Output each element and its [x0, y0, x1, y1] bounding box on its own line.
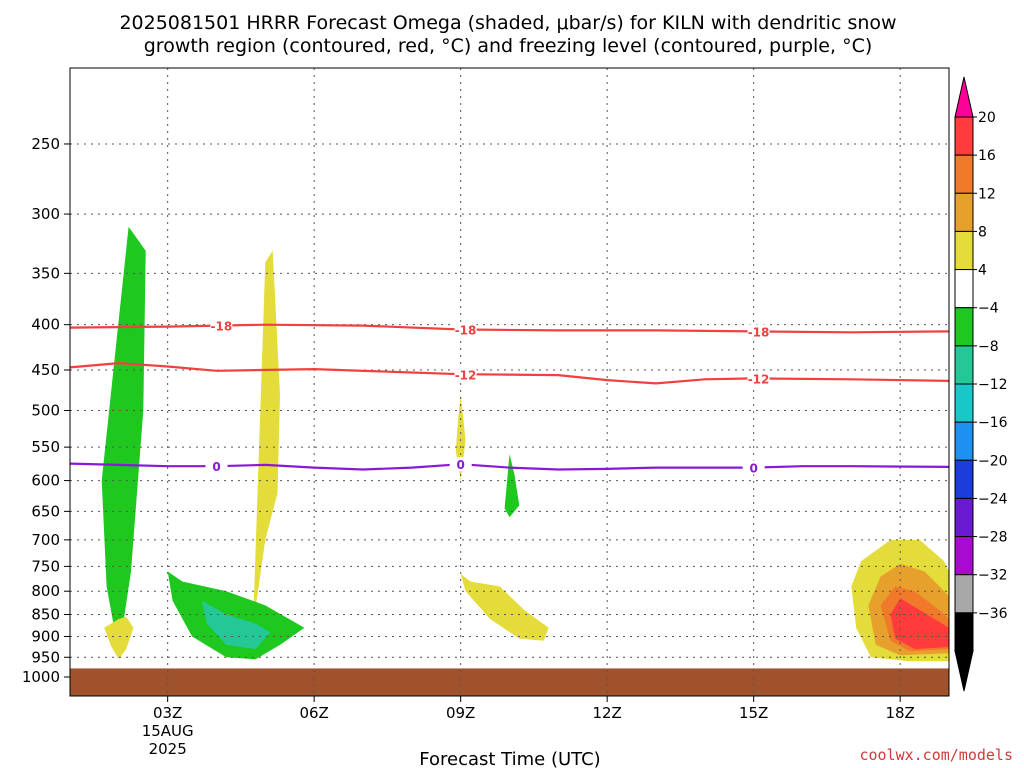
y-tick-label-900: 900 — [31, 627, 60, 645]
colorbar-label-8: −16 — [978, 415, 1008, 431]
x-tick-label-18Z: 18Z — [885, 704, 914, 722]
colorbar-label-12: −32 — [978, 568, 1008, 584]
colorbar-box-11 — [954, 536, 974, 576]
colorbar-label-7: −12 — [978, 377, 1008, 393]
y-tick-label-350: 350 — [31, 264, 60, 282]
contour-label-bg-0-1 — [449, 457, 472, 472]
colorbar-label-10: −24 — [978, 491, 1008, 507]
contour-label-0-2: 0 — [749, 462, 757, 476]
contour-label--18-0: -18 — [211, 320, 233, 334]
temperature-contours: -18 -18 -18 -12 -12 0 0 0 — [69, 318, 950, 476]
contour-label--18-1: -18 — [455, 324, 477, 338]
y-tick-label-750: 750 — [31, 557, 60, 575]
x-tick-sublabel-0: 15AUG — [142, 722, 194, 740]
omega-region-4 — [504, 454, 520, 518]
y-tick-label-850: 850 — [31, 606, 60, 624]
colorbar-label-6: −8 — [978, 339, 999, 355]
colorbar-arrow-top — [954, 76, 974, 118]
contour-label--18-2: -18 — [748, 325, 770, 339]
colorbar-label-0: 20 — [978, 110, 996, 126]
x-tick-sublabel-1: 2025 — [149, 740, 187, 758]
contour-label-bg--18-0 — [210, 318, 233, 333]
contour-label-bg--18-2 — [747, 324, 770, 339]
y-tick-label-600: 600 — [31, 472, 60, 490]
x-tick-label-12Z: 12Z — [592, 704, 621, 722]
x-tick-label-09Z: 09Z — [446, 704, 475, 722]
x-axis-title: Forecast Time (UTC) — [419, 749, 600, 768]
colorbar-label-5: −4 — [978, 301, 999, 317]
y-tick-label-700: 700 — [31, 531, 60, 549]
omega-region-1 — [253, 250, 280, 624]
colorbar-box-8 — [954, 421, 974, 461]
omega-region-7 — [460, 574, 549, 641]
colorbar-label-4: 4 — [978, 263, 987, 279]
y-tick-label-650: 650 — [31, 502, 60, 520]
colorbar-label-9: −20 — [978, 453, 1008, 469]
colorbar-box-12 — [954, 574, 974, 614]
colorbar-box-10 — [954, 497, 974, 538]
y-tick-label-450: 450 — [31, 361, 60, 379]
omega-region-0 — [101, 226, 146, 654]
colorbar-box-9 — [954, 459, 974, 499]
y-tick-label-1000: 1000 — [22, 668, 60, 686]
contour-label-0-0: 0 — [212, 460, 220, 474]
chart-title-line1: 2025081501 HRRR Forecast Omega (shaded, … — [119, 12, 896, 34]
omega-region-5 — [167, 571, 305, 660]
colorbar-box-1 — [954, 154, 974, 194]
credit-text: coolwx.com/models — [859, 746, 1013, 764]
colorbar-box-6 — [954, 345, 974, 385]
x-tick-label-03Z: 03Z — [153, 704, 182, 722]
x-tick-label-15Z: 15Z — [739, 704, 768, 722]
contour--12 — [69, 361, 950, 385]
y-axis: 250 300 350 400 450 500 550 600 650 700 750 800 850 9… — [22, 135, 70, 686]
colorbar-label-11: −28 — [978, 530, 1008, 546]
colorbar-label-1: 16 — [978, 148, 996, 164]
contour--18 — [69, 323, 950, 334]
contour-label-bg--12-0 — [454, 367, 477, 382]
colorbar-arrow-bottom — [954, 650, 974, 692]
contour-label-bg-0-0 — [205, 459, 228, 474]
contour-label-bg--12-1 — [747, 371, 770, 386]
colorbar-box-5 — [954, 307, 974, 347]
colorbar-box-13 — [954, 612, 974, 652]
colorbar-box-0 — [954, 116, 974, 156]
contour-label--12-0: -12 — [455, 368, 477, 382]
y-tick-label-550: 550 — [31, 438, 60, 456]
omega-region-6 — [201, 600, 271, 650]
omega-shading — [101, 226, 949, 662]
colorbar-box-3 — [954, 230, 974, 271]
colorbar-box-7 — [954, 383, 974, 423]
y-tick-label-400: 400 — [31, 316, 60, 334]
contour-label-bg--18-1 — [454, 322, 477, 337]
x-tick-label-06Z: 06Z — [299, 704, 328, 722]
contour-label--12-1: -12 — [748, 372, 770, 386]
y-tick-label-250: 250 — [31, 135, 60, 153]
colorbar-box-2 — [954, 192, 974, 232]
colorbar-label-13: −36 — [978, 606, 1008, 622]
y-tick-label-800: 800 — [31, 582, 60, 600]
y-tick-label-500: 500 — [31, 401, 60, 419]
colorbar-label-3: 8 — [978, 224, 987, 240]
chart-title-line2: growth region (contoured, red, °C) and f… — [144, 35, 873, 57]
colorbar: 20 16 12 8 4 −4 −8 −12 −16 −20 −24 −28 −32 −36 — [954, 76, 1008, 692]
plot-frame — [69, 67, 950, 697]
omega-region-11 — [890, 598, 949, 650]
colorbar-label-2: 12 — [978, 186, 996, 202]
omega-region-2 — [104, 616, 134, 660]
contour-label-0-1: 0 — [456, 458, 464, 472]
y-tick-label-300: 300 — [31, 205, 60, 223]
ground-surface — [70, 668, 949, 696]
plot-area: -18 -18 -18 -12 -12 0 0 0 — [69, 67, 950, 697]
contour-label-bg-0-2 — [742, 460, 765, 475]
colorbar-box-4 — [954, 269, 974, 309]
y-tick-label-950: 950 — [31, 648, 60, 666]
